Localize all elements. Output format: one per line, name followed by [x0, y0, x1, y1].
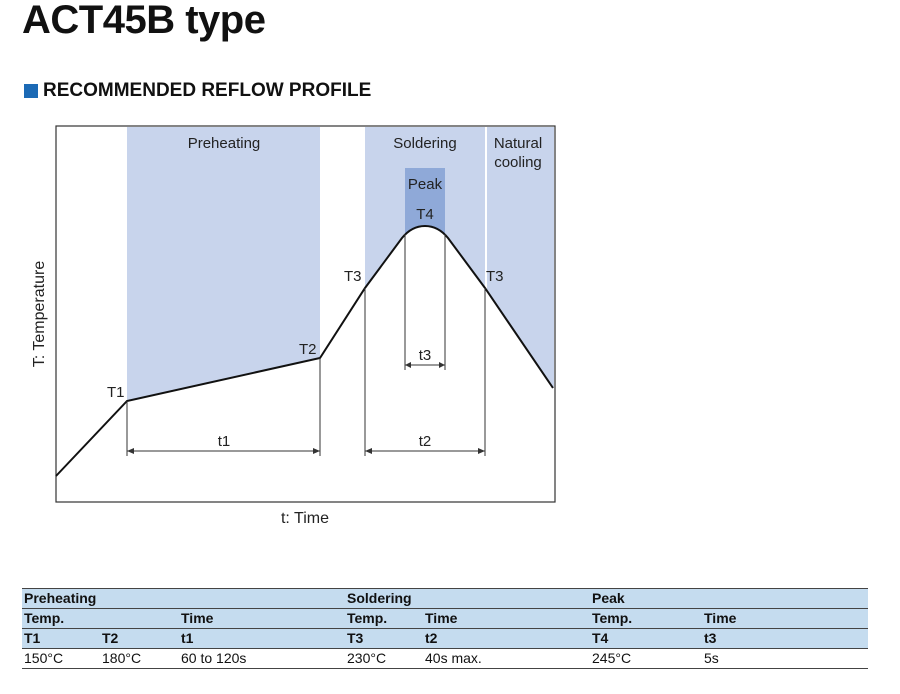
point-t3-right: T3	[486, 268, 504, 285]
header-cell: T2	[100, 628, 179, 649]
temperature-curve	[55, 225, 554, 477]
section-title: RECOMMENDED REFLOW PROFILE	[43, 80, 372, 101]
header-cell: Preheating	[22, 588, 345, 609]
point-t3-left: T3	[344, 268, 362, 285]
table-group-row: Preheating Soldering Peak	[22, 588, 868, 609]
table-cell: 245°C	[590, 648, 702, 669]
table-cell: 180°C	[100, 648, 179, 669]
header-cell: Temp.	[590, 608, 702, 629]
duration-t2: t2	[419, 433, 432, 450]
dimension-lines	[126, 234, 486, 456]
x-axis-label: t: Time	[281, 510, 329, 527]
peak-zone	[405, 168, 445, 235]
zone-label-cooling: cooling	[494, 154, 542, 171]
header-cell: Time	[702, 608, 868, 629]
header-cell: t1	[179, 628, 345, 649]
table-cell: 40s max.	[423, 648, 590, 669]
point-t4: T4	[416, 206, 434, 223]
header-cell: Time	[423, 608, 590, 629]
duration-t1: t1	[218, 433, 231, 450]
reflow-profile-diagram: Preheating Soldering Natural cooling Pea…	[31, 125, 556, 527]
point-t2: T2	[299, 341, 317, 358]
table-cell: 60 to 120s	[179, 648, 345, 669]
table-symbol-row: T1 T2 t1 T3 t2 T4 t3	[22, 628, 868, 649]
header-cell: T3	[345, 628, 423, 649]
zone-label-natural: Natural	[494, 135, 542, 152]
duration-t3: t3	[419, 347, 432, 364]
table-cell: 5s	[702, 648, 868, 669]
section-heading: RECOMMENDED REFLOW PROFILE	[24, 80, 371, 102]
header-cell: Temp.	[22, 608, 179, 629]
table-cell: 150°C	[22, 648, 100, 669]
zone-label-soldering: Soldering	[393, 135, 456, 152]
table-sub-row: Temp. Time Temp. Time Temp. Time	[22, 608, 868, 629]
header-cell: t3	[702, 628, 868, 649]
y-axis-label: T: Temperature	[31, 261, 48, 368]
table-cell: 230°C	[345, 648, 423, 669]
reflow-table: Preheating Soldering Peak Temp. Time Tem…	[22, 588, 868, 669]
header-cell: T4	[590, 628, 702, 649]
zone-label-peak: Peak	[408, 176, 443, 193]
header-cell: Peak	[590, 588, 868, 609]
preheating-zone	[127, 127, 320, 401]
header-cell: T1	[22, 628, 100, 649]
diagram-frame	[55, 125, 556, 503]
header-cell: Soldering	[345, 588, 590, 609]
page-title: ACT45B type	[22, 0, 266, 42]
point-t1: T1	[107, 384, 125, 401]
header-cell: Time	[179, 608, 345, 629]
table-row: 150°C 180°C 60 to 120s 230°C 40s max. 24…	[22, 648, 868, 669]
header-cell: t2	[423, 628, 590, 649]
cooling-zone	[487, 127, 554, 388]
section-marker-icon	[24, 84, 38, 98]
header-cell: Temp.	[345, 608, 423, 629]
zone-label-preheating: Preheating	[188, 135, 261, 152]
